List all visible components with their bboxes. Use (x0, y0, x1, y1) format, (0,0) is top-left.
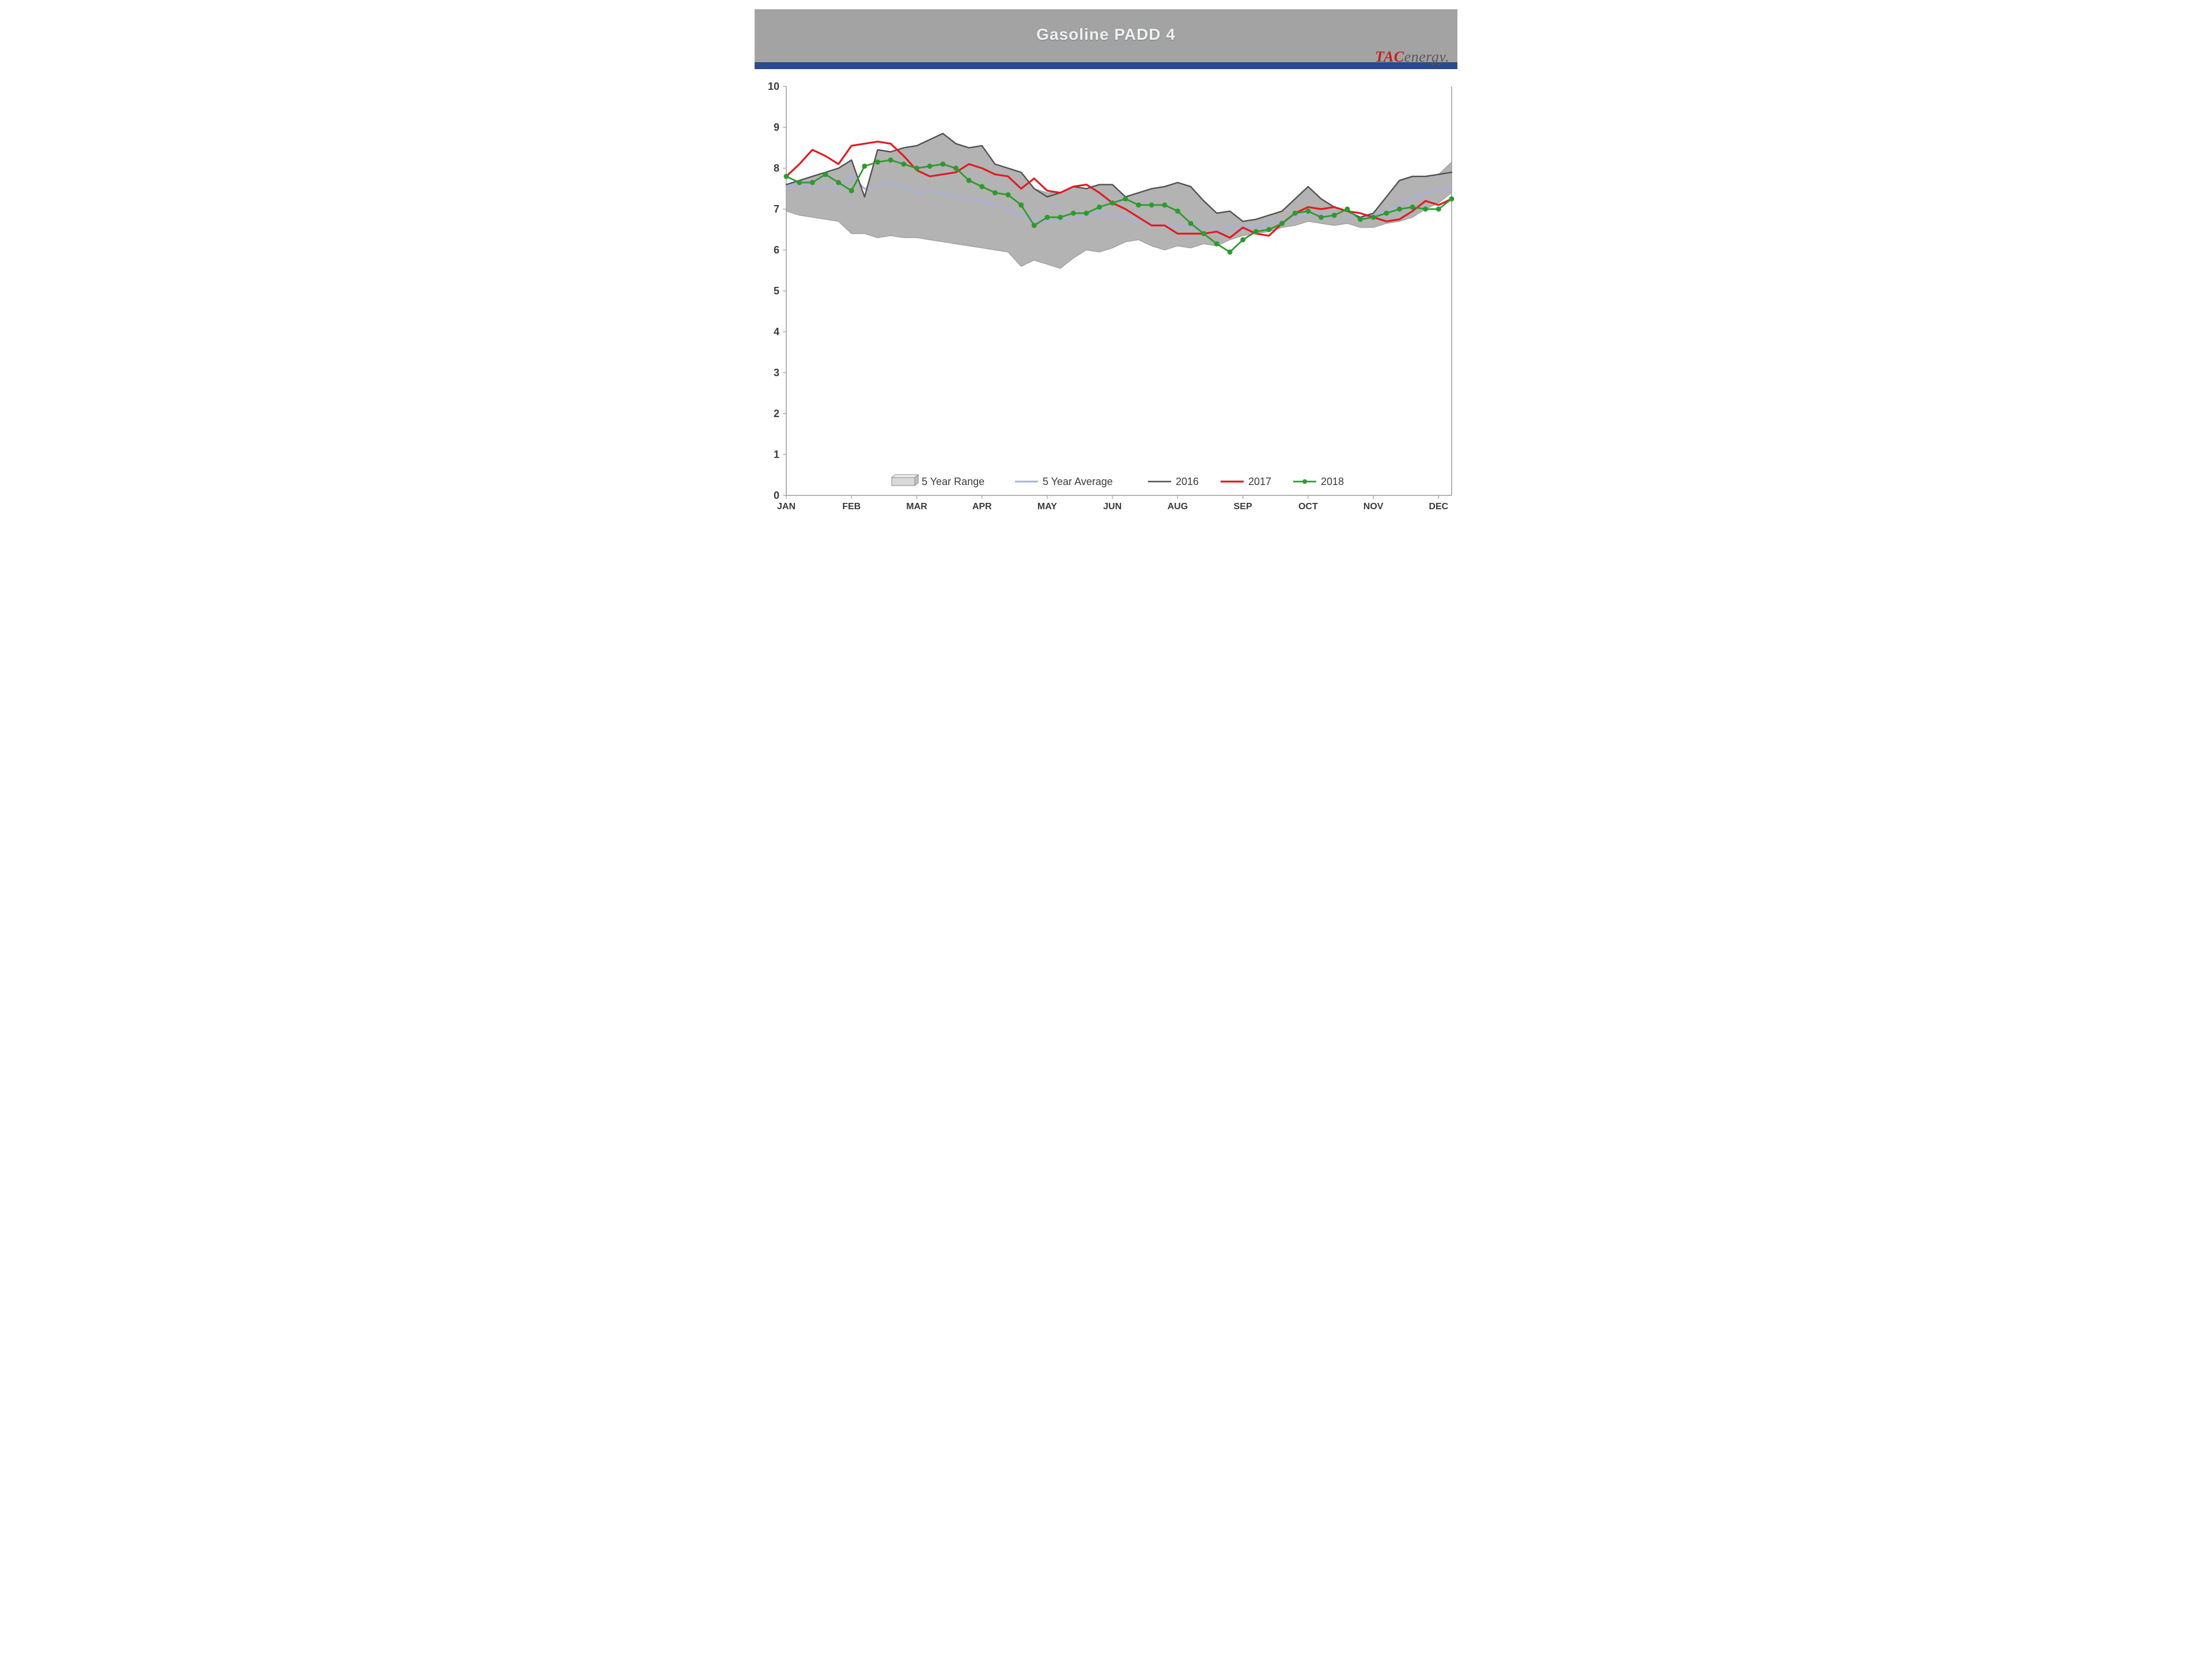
y-tick-label: 1 (774, 449, 779, 460)
series-y2018-marker (993, 191, 997, 195)
y-tick-label: 6 (774, 244, 779, 256)
series-y2018-marker (823, 172, 828, 177)
legend-swatch-range (892, 478, 915, 486)
series-y2018-marker (1293, 211, 1297, 215)
y-tick-label: 0 (774, 490, 779, 501)
series-y2018-marker (953, 166, 958, 171)
series-y2018-marker (914, 166, 919, 171)
x-tick-label: FEB (842, 502, 861, 512)
legend-label-avg5yr: 5 Year Average (1043, 476, 1113, 487)
header-blue-bar (755, 62, 1457, 69)
brand-energy: energy. (1404, 48, 1449, 65)
series-y2018-marker (1241, 237, 1245, 242)
series-y2018-marker (810, 180, 815, 185)
series-y2018-marker (1214, 241, 1219, 246)
series-y2018-marker (849, 188, 854, 193)
y-tick-label: 3 (774, 367, 779, 378)
chart-svg: 0 1 2 3 4 5 6 7 8 9 10 JAN FEB MAR APR MAY JUN AUG SEP OCT N… (755, 75, 1457, 536)
series-y2018-marker (1045, 215, 1050, 219)
y-tick-label: 8 (774, 162, 779, 174)
series-y2018-marker (1032, 223, 1036, 228)
x-tick-label: APR (972, 502, 992, 512)
x-tick-label: OCT (1298, 502, 1318, 512)
series-y2018-marker (1280, 221, 1285, 226)
series-y2018-marker (1228, 250, 1232, 255)
y-tick-label: 7 (774, 203, 779, 215)
series-y2018-marker (1084, 211, 1089, 215)
legend-label-range: 5 Year Range (922, 476, 984, 487)
series-y2018-marker (1345, 207, 1350, 211)
legend-label-y2017: 2017 (1248, 476, 1271, 487)
brand-tac: TAC (1375, 48, 1404, 65)
x-tick-label: MAR (906, 502, 927, 512)
series-y2018-marker (1358, 217, 1362, 222)
series-y2018-marker (1202, 232, 1206, 236)
series-y2018-marker (1423, 207, 1428, 211)
x-tick-label: SEP (1234, 502, 1252, 512)
chart-page: Gasoline PADD 4 TACenergy. 0 1 2 3 4 5 6 7 8 9 10 J… (737, 0, 1475, 553)
legend-label-y2016: 2016 (1176, 476, 1199, 487)
y-tick-label: 2 (774, 408, 779, 419)
series-y2018-marker (797, 180, 802, 185)
brand-logo: TACenergy. (1375, 48, 1449, 66)
series-y2018-marker (902, 162, 906, 166)
x-tick-label: DEC (1429, 502, 1448, 512)
series-y2018-marker (1253, 229, 1258, 234)
y-tick-label: 9 (774, 122, 779, 133)
series-y2018-marker (1019, 203, 1024, 207)
series-y2018-marker (1188, 221, 1193, 226)
series-y2018-marker (967, 178, 971, 183)
series-y2018-marker (876, 160, 880, 164)
y-tick-label: 5 (774, 285, 779, 297)
series-y2018-marker (941, 162, 945, 166)
x-tick-label: JAN (777, 502, 796, 512)
series-y2018-marker (862, 164, 867, 168)
series-y2018-marker (1306, 209, 1310, 214)
series-y2018-marker (784, 174, 789, 179)
chart-container: 0 1 2 3 4 5 6 7 8 9 10 JAN FEB MAR APR MAY JUN AUG SEP OCT N… (755, 75, 1457, 536)
series-y2018-marker (1175, 209, 1180, 214)
series-y2018-marker (1136, 203, 1141, 207)
series-y2018-marker (1371, 215, 1376, 219)
series-y2018-marker (1058, 215, 1063, 219)
series-y2018-marker (1319, 215, 1324, 219)
series-y2018-marker (1436, 207, 1441, 211)
series-y2018-marker (1071, 211, 1075, 215)
x-tick-label: NOV (1363, 502, 1384, 512)
x-tick-label: MAY (1037, 502, 1057, 512)
series-y2018-marker (1097, 204, 1102, 209)
series-y2018-marker (1397, 207, 1402, 211)
series-y2018-marker (1332, 213, 1336, 218)
series-y2018-marker (888, 158, 893, 162)
series-y2018-marker (1123, 196, 1128, 201)
x-tick-label: AUG (1168, 502, 1188, 512)
series-y2018-marker (1410, 204, 1415, 209)
x-tick-label: JUN (1103, 502, 1122, 512)
series-y2018-marker (1110, 200, 1115, 205)
series-y2018-marker (836, 180, 841, 185)
series-y2018-marker (980, 184, 984, 189)
legend-label-y2018: 2018 (1321, 476, 1344, 487)
y-tick-label: 4 (774, 326, 779, 338)
series-y2018-marker (1149, 203, 1154, 207)
series-y2018-marker (1006, 192, 1010, 197)
series-y2018-marker (1162, 203, 1167, 207)
series-y2018-marker (1267, 228, 1271, 232)
series-y2018-marker (1384, 211, 1389, 215)
series-y2018-marker (1449, 196, 1454, 201)
chart-header: Gasoline PADD 4 TACenergy. (755, 9, 1457, 67)
y-tick-label: 10 (768, 81, 779, 92)
series-y2018-marker (927, 164, 932, 168)
chart-title: Gasoline PADD 4 (755, 25, 1457, 44)
